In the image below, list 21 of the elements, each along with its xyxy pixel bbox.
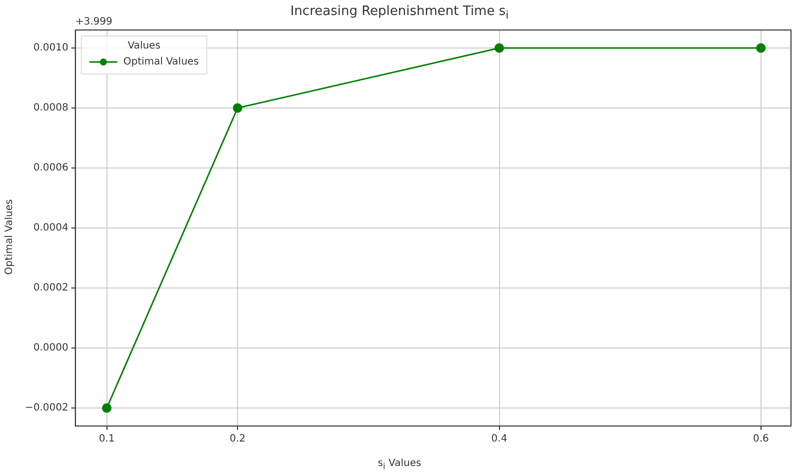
point xyxy=(494,43,504,53)
y-tick-label: 0.0002 xyxy=(33,282,68,294)
point xyxy=(102,403,112,413)
y-tick-label: −0.0002 xyxy=(24,402,68,414)
x-tick-label: 0.2 xyxy=(230,434,246,445)
point xyxy=(756,43,766,53)
x-tick-label: 0.6 xyxy=(752,434,769,445)
y-axis-title: Optimal Values xyxy=(4,199,15,275)
x-tick-label: 0.1 xyxy=(98,434,115,445)
y-tick-label: 0.0006 xyxy=(33,162,68,174)
point xyxy=(232,103,242,113)
y-tick-label: 0.0000 xyxy=(33,342,68,354)
legend-title: Values xyxy=(128,40,160,52)
legend-label: Optimal Values xyxy=(123,56,199,68)
text: +3.999 xyxy=(75,16,112,28)
y-tick-label: 0.0010 xyxy=(33,42,68,54)
y-tick-label: 0.0008 xyxy=(33,102,68,114)
x-axis-title: s$_{i}$ Values xyxy=(376,458,422,471)
y-tick-label: 0.0004 xyxy=(33,222,68,234)
chart-title: Increasing Replenishment Time s$_{i}$ xyxy=(290,4,509,22)
x-tick-label: 0.4 xyxy=(491,434,508,445)
